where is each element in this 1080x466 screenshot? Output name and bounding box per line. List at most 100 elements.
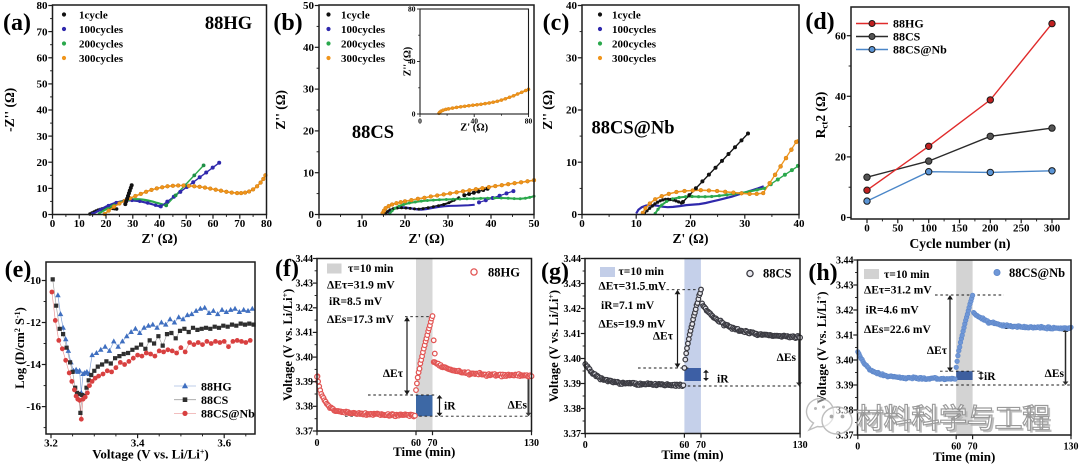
svg-text:88HG: 88HG xyxy=(205,14,252,34)
svg-text:0: 0 xyxy=(579,218,585,230)
svg-text:0: 0 xyxy=(309,209,315,221)
svg-text:0: 0 xyxy=(42,209,48,221)
svg-text:70: 70 xyxy=(968,442,978,453)
svg-text:20: 20 xyxy=(400,218,412,230)
svg-text:88CS: 88CS xyxy=(763,267,792,281)
svg-text:ΔEτ=31.5 mV: ΔEτ=31.5 mV xyxy=(599,281,667,293)
svg-text:40: 40 xyxy=(486,218,498,230)
svg-text:80: 80 xyxy=(261,218,273,230)
svg-text:250: 250 xyxy=(1013,223,1030,235)
svg-text:τ=10 min: τ=10 min xyxy=(348,263,394,275)
svg-text:40: 40 xyxy=(303,42,315,54)
svg-text:Voltage (V vs. Li/Li+): Voltage (V vs. Li/Li+) xyxy=(92,447,209,462)
svg-text:3.41: 3.41 xyxy=(564,329,582,340)
svg-text:0: 0 xyxy=(841,212,847,224)
svg-text:(g): (g) xyxy=(541,259,569,285)
svg-text:60: 60 xyxy=(411,438,421,449)
svg-text:130: 130 xyxy=(793,440,808,451)
svg-text:3.41: 3.41 xyxy=(836,330,854,341)
svg-text:70: 70 xyxy=(37,26,49,38)
svg-text:Time (min): Time (min) xyxy=(661,447,723,462)
svg-text:3.4: 3.4 xyxy=(131,438,145,450)
svg-text:Z' (Ω): Z' (Ω) xyxy=(409,231,445,246)
svg-text:20: 20 xyxy=(685,218,697,230)
svg-text:Z' (Ω): Z' (Ω) xyxy=(460,123,488,134)
svg-text:88CS@Nb: 88CS@Nb xyxy=(1009,266,1065,280)
svg-text:3.39: 3.39 xyxy=(564,379,582,390)
svg-text:Voltage (V vs. Li/Li+): Voltage (V vs. Li/Li+) xyxy=(815,291,829,403)
svg-text:0: 0 xyxy=(315,438,320,449)
svg-text:1cycle: 1cycle xyxy=(341,9,370,21)
svg-text:3.39: 3.39 xyxy=(836,380,854,391)
svg-text:10: 10 xyxy=(631,218,643,230)
svg-text:-10: -10 xyxy=(26,275,41,287)
svg-text:ΔEs=19.9 mV: ΔEs=19.9 mV xyxy=(599,319,666,331)
svg-text:iR: iR xyxy=(717,374,729,386)
svg-text:Z'' (Ω): Z'' (Ω) xyxy=(540,90,555,130)
svg-text:60: 60 xyxy=(679,440,689,451)
svg-text:0: 0 xyxy=(583,440,588,451)
svg-text:3.41: 3.41 xyxy=(296,328,314,339)
svg-text:40: 40 xyxy=(566,0,578,12)
svg-text:20: 20 xyxy=(835,152,847,164)
svg-text:0: 0 xyxy=(50,218,56,230)
svg-text:40: 40 xyxy=(470,117,478,126)
svg-text:3.38: 3.38 xyxy=(836,405,854,416)
svg-text:200cycles: 200cycles xyxy=(612,38,657,50)
svg-text:70: 70 xyxy=(234,218,246,230)
svg-text:iR=8.5 mV: iR=8.5 mV xyxy=(329,296,383,308)
svg-text:30: 30 xyxy=(127,218,139,230)
svg-text:ΔEτ: ΔEτ xyxy=(653,331,674,343)
svg-text:iR: iR xyxy=(984,371,996,383)
svg-text:Voltage (V vs. Li/Li+): Voltage (V vs. Li/Li+) xyxy=(547,290,561,402)
svg-text:30: 30 xyxy=(303,84,315,96)
svg-text:ΔEs: ΔEs xyxy=(508,400,528,412)
svg-text:-12: -12 xyxy=(26,317,41,329)
svg-text:30: 30 xyxy=(37,131,49,143)
svg-text:3.39: 3.39 xyxy=(296,377,314,388)
svg-text:(f): (f) xyxy=(275,256,299,282)
svg-text:88HG: 88HG xyxy=(893,17,924,31)
svg-text:τ=10 min: τ=10 min xyxy=(884,269,930,281)
svg-text:100cycles: 100cycles xyxy=(341,24,386,36)
svg-text:88HG: 88HG xyxy=(201,379,232,393)
svg-text:Z'' (Ω): Z'' (Ω) xyxy=(403,47,414,76)
svg-text:50: 50 xyxy=(181,218,193,230)
svg-text:88CS@Nb: 88CS@Nb xyxy=(201,407,255,421)
svg-text:30: 30 xyxy=(566,52,578,64)
svg-text:300cycles: 300cycles xyxy=(612,53,657,65)
svg-text:3.37: 3.37 xyxy=(296,426,314,437)
svg-text:40: 40 xyxy=(835,91,847,103)
svg-text:Z'' (Ω): Z'' (Ω) xyxy=(273,90,288,130)
svg-text:88CS: 88CS xyxy=(893,30,921,44)
svg-text:50: 50 xyxy=(303,0,315,12)
svg-text:3.42: 3.42 xyxy=(564,304,582,315)
svg-text:3.43: 3.43 xyxy=(564,279,582,290)
svg-text:ΔEs: ΔEs xyxy=(777,352,797,364)
svg-text:10: 10 xyxy=(74,218,86,230)
svg-text:200cycles: 200cycles xyxy=(79,38,124,50)
svg-text:50: 50 xyxy=(37,79,49,91)
svg-text:ΔEτ=31.2 mV: ΔEτ=31.2 mV xyxy=(864,285,932,297)
svg-text:ΔEτ: ΔEτ xyxy=(383,368,404,380)
svg-text:100cycles: 100cycles xyxy=(612,24,657,36)
svg-text:τ=10 min: τ=10 min xyxy=(619,266,665,278)
svg-text:70: 70 xyxy=(696,440,706,451)
svg-text:80: 80 xyxy=(525,117,533,126)
svg-text:0: 0 xyxy=(418,117,422,126)
svg-text:3.37: 3.37 xyxy=(564,429,582,440)
svg-text:30: 30 xyxy=(739,218,751,230)
svg-text:Cycle number (n): Cycle number (n) xyxy=(910,236,1011,251)
svg-text:10: 10 xyxy=(37,183,49,195)
svg-text:100cycles: 100cycles xyxy=(79,24,124,36)
svg-text:3.43: 3.43 xyxy=(836,280,854,291)
svg-text:100: 100 xyxy=(920,223,937,235)
svg-text:(h): (h) xyxy=(808,260,837,286)
svg-text:iR=7.1 mV: iR=7.1 mV xyxy=(601,300,655,312)
svg-text:1cycle: 1cycle xyxy=(79,9,108,21)
svg-text:20: 20 xyxy=(566,105,578,117)
svg-text:(d): (d) xyxy=(805,9,834,35)
svg-text:Z' (Ω): Z' (Ω) xyxy=(142,231,178,246)
svg-text:3.38: 3.38 xyxy=(564,404,582,415)
svg-text:80: 80 xyxy=(37,0,49,12)
